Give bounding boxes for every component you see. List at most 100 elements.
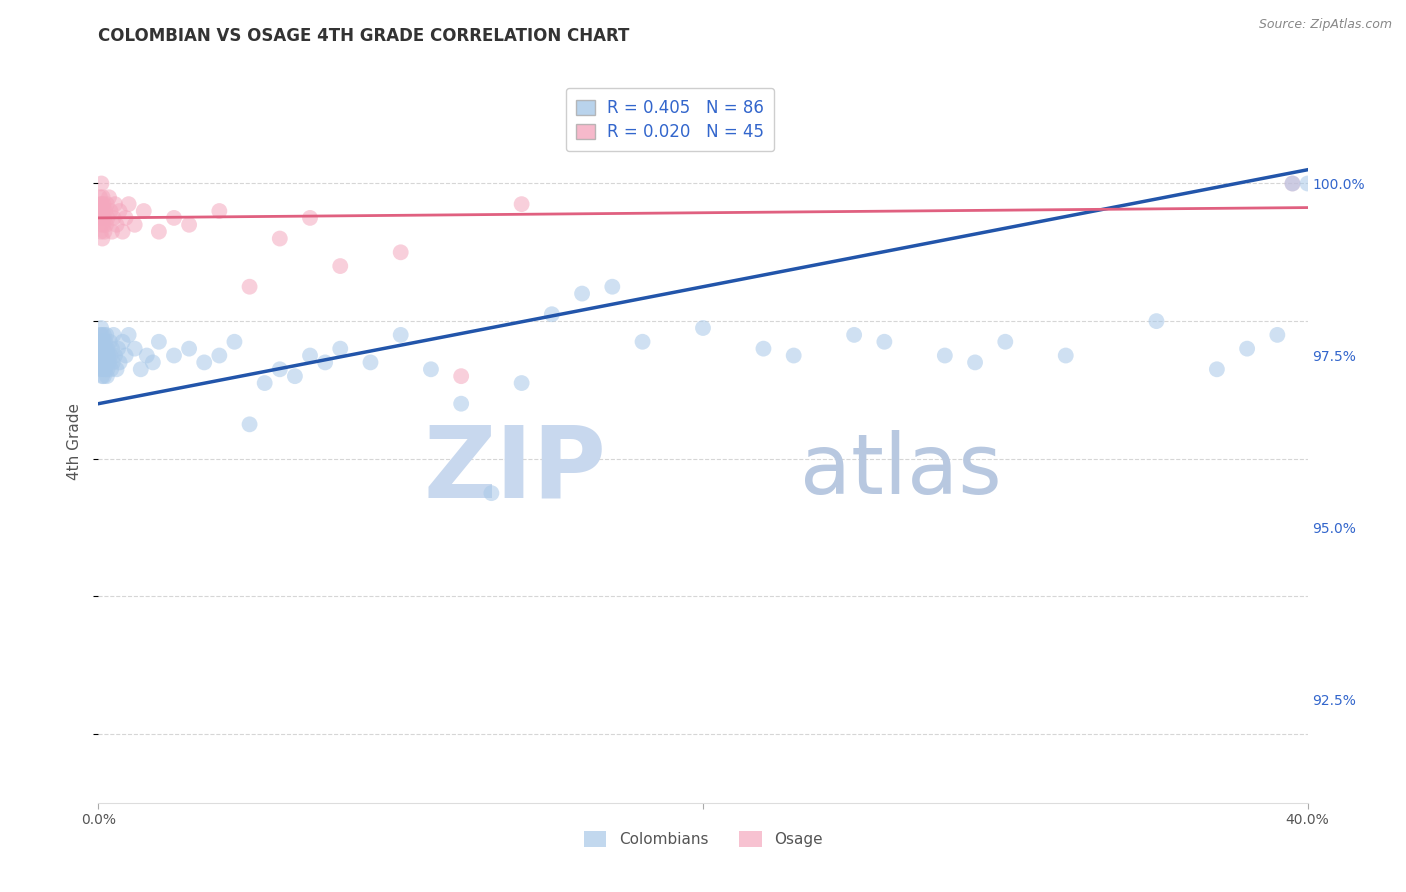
- Point: [450, 397, 472, 411]
- Point: [91, 334, 114, 349]
- Point: [90, 362, 112, 376]
- Point: [91, 355, 114, 369]
- Point: [179, 218, 201, 232]
- Point: [90, 197, 112, 211]
- Point: [108, 204, 131, 219]
- Point: [148, 334, 170, 349]
- Point: [91, 204, 114, 219]
- Point: [389, 327, 412, 342]
- Point: [1267, 327, 1289, 342]
- Point: [269, 231, 291, 245]
- Point: [90, 218, 112, 232]
- Point: [135, 349, 157, 363]
- Point: [101, 225, 124, 239]
- Point: [450, 369, 472, 384]
- Point: [104, 349, 127, 363]
- Point: [96, 362, 118, 376]
- Point: [571, 286, 593, 301]
- Point: [96, 342, 118, 356]
- Point: [224, 334, 246, 349]
- Point: [105, 218, 128, 232]
- Point: [90, 177, 112, 191]
- Point: [100, 349, 122, 363]
- Point: [89, 327, 111, 342]
- Point: [284, 369, 307, 384]
- Text: atlas: atlas: [800, 430, 1001, 511]
- Point: [98, 334, 121, 349]
- Point: [329, 259, 352, 273]
- Point: [94, 218, 117, 232]
- Point: [90, 225, 112, 239]
- Point: [208, 349, 231, 363]
- Point: [96, 211, 118, 225]
- Point: [132, 204, 155, 219]
- Point: [114, 349, 136, 363]
- Point: [1281, 177, 1303, 191]
- Point: [90, 355, 112, 369]
- Point: [94, 342, 117, 356]
- Y-axis label: 4th Grade: 4th Grade: [67, 403, 83, 480]
- Point: [163, 349, 186, 363]
- Point: [104, 197, 127, 211]
- Text: ZIP: ZIP: [423, 422, 606, 519]
- Point: [994, 334, 1017, 349]
- Point: [93, 369, 115, 384]
- Point: [91, 349, 114, 363]
- Point: [91, 362, 114, 376]
- Point: [94, 204, 117, 219]
- Point: [91, 218, 114, 232]
- Point: [1206, 362, 1229, 376]
- Point: [96, 327, 118, 342]
- Point: [91, 342, 114, 356]
- Point: [510, 197, 533, 211]
- Point: [111, 334, 134, 349]
- Point: [269, 362, 291, 376]
- Point: [299, 211, 322, 225]
- Point: [105, 362, 128, 376]
- Point: [89, 342, 111, 356]
- Point: [93, 211, 115, 225]
- Point: [163, 211, 186, 225]
- Point: [91, 369, 114, 384]
- Point: [98, 190, 121, 204]
- Point: [100, 204, 122, 219]
- Point: [90, 349, 112, 363]
- Point: [96, 197, 118, 211]
- Point: [1054, 349, 1077, 363]
- Point: [111, 225, 134, 239]
- Point: [94, 334, 117, 349]
- Point: [540, 307, 562, 321]
- Point: [114, 211, 136, 225]
- Point: [142, 355, 165, 369]
- Point: [752, 342, 775, 356]
- Point: [103, 327, 125, 342]
- Point: [93, 197, 115, 211]
- Point: [239, 417, 262, 432]
- Point: [89, 190, 111, 204]
- Point: [100, 362, 122, 376]
- Point: [389, 245, 412, 260]
- Point: [91, 211, 114, 225]
- Point: [239, 279, 262, 293]
- Point: [481, 486, 503, 500]
- Point: [94, 362, 117, 376]
- Text: COLOMBIAN VS OSAGE 4TH GRADE CORRELATION CHART: COLOMBIAN VS OSAGE 4TH GRADE CORRELATION…: [98, 27, 630, 45]
- Point: [101, 342, 124, 356]
- Point: [299, 349, 322, 363]
- Point: [91, 231, 114, 245]
- Point: [124, 342, 146, 356]
- Point: [90, 355, 112, 369]
- Point: [94, 355, 117, 369]
- Point: [91, 190, 114, 204]
- Point: [90, 342, 112, 356]
- Point: [1146, 314, 1168, 328]
- Point: [90, 197, 112, 211]
- Point: [1281, 177, 1303, 191]
- Point: [124, 218, 146, 232]
- Point: [873, 334, 896, 349]
- Point: [1296, 177, 1319, 191]
- Point: [314, 355, 336, 369]
- Point: [253, 376, 276, 390]
- Point: [90, 321, 112, 335]
- Point: [329, 342, 352, 356]
